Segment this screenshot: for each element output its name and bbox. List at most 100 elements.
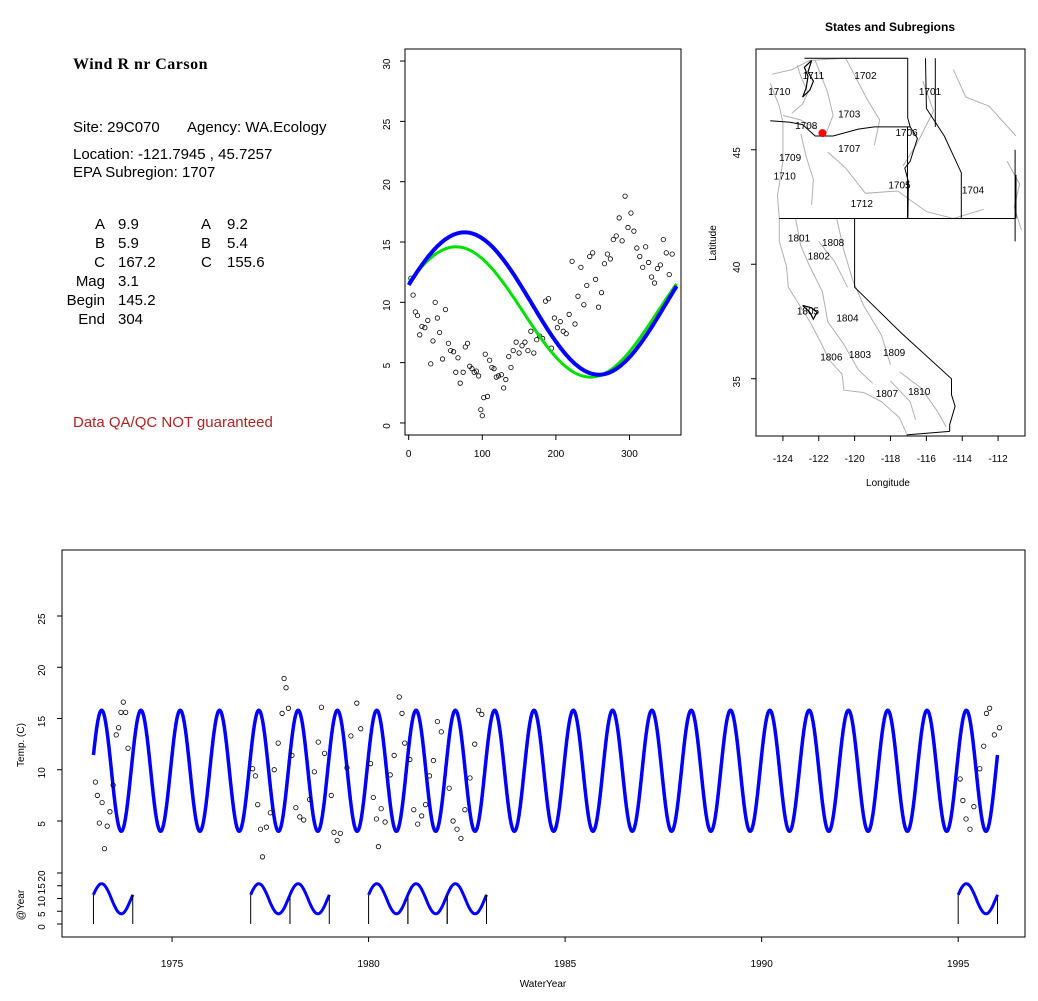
observation-point — [616, 215, 622, 221]
observation-point — [411, 807, 417, 813]
x-tick-label: 100 — [474, 449, 491, 460]
site-id: Site: 29C070 — [73, 119, 160, 136]
observation-point — [328, 792, 334, 798]
x-tick-label: 1980 — [357, 959, 380, 970]
plot-frame — [404, 48, 682, 436]
observation-point — [358, 726, 364, 732]
observation-point — [501, 385, 507, 391]
observation-point — [516, 350, 522, 356]
observation-point — [289, 752, 295, 759]
y-axis-title: @Year — [16, 889, 27, 920]
x-tick-label: 1995 — [947, 959, 970, 970]
x-tick-label: -114 — [953, 454, 973, 465]
observation-point — [422, 325, 428, 331]
observation-point — [473, 368, 479, 374]
observation-point — [648, 274, 655, 280]
observation-point — [471, 369, 477, 375]
year-curve — [406, 882, 449, 916]
observation-point — [120, 699, 126, 705]
observation-point — [96, 820, 102, 826]
observation-point — [469, 366, 475, 372]
observation-point — [613, 233, 619, 239]
param-label: Mag — [75, 273, 105, 290]
observation-point — [252, 773, 258, 779]
param-label: C — [94, 254, 105, 271]
observation-point — [464, 340, 471, 346]
x-axis-title: WaterYear — [520, 979, 567, 990]
observation-point — [534, 337, 540, 343]
observation-point — [467, 775, 473, 781]
state-boundary — [770, 120, 911, 137]
param-value: 5.9 — [118, 235, 139, 252]
site-name: Wind R nr Carson — [73, 56, 208, 73]
y-tick-label: 20 — [382, 179, 393, 191]
observation-point — [987, 705, 993, 711]
region-label: 1712 — [851, 199, 874, 210]
observation-point — [428, 361, 434, 367]
observation-point — [566, 311, 572, 317]
observation-point — [301, 817, 307, 823]
region-label: 1803 — [849, 350, 872, 361]
observation-point — [495, 373, 502, 379]
observation-point — [604, 251, 611, 257]
observation-point — [475, 373, 482, 379]
observation-point — [442, 306, 449, 313]
y-tick-label: 5 — [37, 821, 48, 827]
subregion-boundary — [814, 60, 834, 134]
observation-point — [503, 376, 509, 383]
observation-point — [646, 259, 652, 266]
region-label: 1806 — [820, 352, 843, 363]
observation-point — [387, 772, 393, 778]
observation-point — [575, 293, 581, 299]
observation-point — [581, 302, 587, 308]
observation-point — [491, 366, 497, 372]
observation-point — [378, 806, 384, 812]
observation-point — [367, 760, 374, 767]
observation-point — [116, 725, 122, 731]
observation-point — [399, 710, 405, 716]
y-axis-title: Latitude — [708, 225, 719, 261]
qa-note: Data QA/QC NOT guaranteed — [73, 414, 273, 431]
observation-point — [991, 732, 997, 738]
x-tick-label: 0 — [406, 449, 412, 460]
observation-point — [981, 743, 987, 749]
region-label: 1705 — [888, 181, 911, 192]
x-tick-label: -112 — [988, 454, 1008, 465]
subregion-boundary — [952, 69, 1017, 137]
region-label: 1711 — [803, 71, 825, 82]
observation-point — [446, 785, 452, 791]
observation-point — [382, 819, 388, 825]
observation-point — [107, 809, 113, 815]
observation-point — [542, 298, 549, 304]
observation-point — [598, 290, 605, 296]
observation-point — [283, 685, 289, 691]
observation-point — [438, 729, 444, 735]
observation-point — [472, 741, 478, 747]
observation-point — [445, 340, 452, 346]
observation-point — [348, 733, 354, 739]
epa-subregion: EPA Subregion: 1707 — [73, 164, 216, 181]
param-label: Begin — [66, 292, 105, 309]
subregion-boundary — [771, 57, 909, 75]
y-tick-label: 20 — [37, 870, 48, 882]
x-tick-label: 1990 — [751, 959, 774, 970]
observation-point — [321, 750, 328, 756]
y-tick-label: 45 — [732, 147, 743, 159]
observation-point — [519, 343, 525, 349]
y-tick-label: 15 — [37, 716, 48, 728]
observation-point — [113, 732, 119, 738]
y-tick-label: 10 — [37, 767, 48, 779]
coastline — [802, 304, 818, 321]
x-tick-label: 200 — [548, 449, 565, 460]
observation-point — [375, 844, 382, 850]
year-curve — [367, 882, 410, 916]
observation-point — [436, 329, 443, 336]
observation-point — [967, 826, 973, 832]
observation-point — [528, 328, 534, 334]
observation-point — [513, 339, 519, 345]
observation-point — [508, 364, 514, 371]
observation-point — [460, 369, 466, 375]
param-value: 3.1 — [118, 273, 139, 290]
y-tick-label: 5 — [382, 362, 393, 368]
observation-point — [92, 779, 99, 785]
